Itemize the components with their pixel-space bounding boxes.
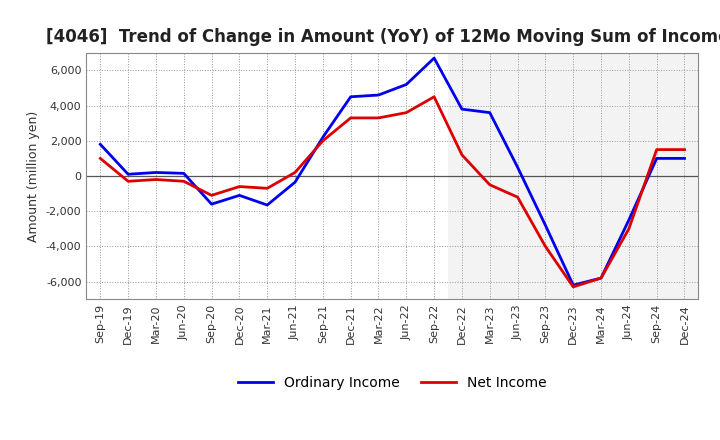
Ordinary Income	[152, 170, 161, 175]
Legend: Ordinary Income, Net Income: Ordinary Income, Net Income	[233, 370, 552, 396]
Line: Net Income: Net Income	[100, 97, 685, 287]
Line: Ordinary Income: Ordinary Income	[100, 58, 685, 285]
Net Income	[652, 147, 661, 152]
Ordinary Income	[207, 202, 216, 207]
Net Income	[597, 275, 606, 281]
Net Income	[458, 152, 467, 158]
Ordinary Income	[458, 106, 467, 112]
Ordinary Income	[652, 156, 661, 161]
Bar	[448, 53, 698, 299]
Net Income	[207, 193, 216, 198]
Ordinary Income	[374, 92, 383, 98]
Net Income	[235, 184, 243, 189]
Net Income	[346, 115, 355, 121]
Net Income	[263, 186, 271, 191]
Ordinary Income	[680, 156, 689, 161]
Ordinary Income	[541, 223, 550, 228]
Net Income	[513, 194, 522, 200]
Net Income	[318, 138, 327, 143]
Ordinary Income	[263, 202, 271, 208]
Ordinary Income	[624, 217, 633, 223]
Ordinary Income	[485, 110, 494, 115]
Ordinary Income	[430, 55, 438, 61]
Net Income	[291, 170, 300, 175]
Ordinary Income	[235, 193, 243, 198]
Ordinary Income	[179, 171, 188, 176]
Ordinary Income	[597, 275, 606, 281]
Ordinary Income	[124, 172, 132, 177]
Ordinary Income	[569, 282, 577, 288]
Ordinary Income	[346, 94, 355, 99]
Y-axis label: Amount (million yen): Amount (million yen)	[27, 110, 40, 242]
Net Income	[374, 115, 383, 121]
Net Income	[152, 177, 161, 182]
Net Income	[402, 110, 410, 115]
Net Income	[624, 226, 633, 231]
Net Income	[541, 244, 550, 249]
Net Income	[485, 182, 494, 187]
Net Income	[124, 179, 132, 184]
Net Income	[430, 94, 438, 99]
Ordinary Income	[513, 165, 522, 170]
Ordinary Income	[318, 135, 327, 140]
Net Income	[179, 179, 188, 184]
Ordinary Income	[402, 82, 410, 87]
Net Income	[680, 147, 689, 152]
Ordinary Income	[96, 142, 104, 147]
Net Income	[569, 284, 577, 290]
Title: [4046]  Trend of Change in Amount (YoY) of 12Mo Moving Sum of Incomes: [4046] Trend of Change in Amount (YoY) o…	[45, 28, 720, 46]
Ordinary Income	[291, 180, 300, 185]
Net Income	[96, 156, 104, 161]
